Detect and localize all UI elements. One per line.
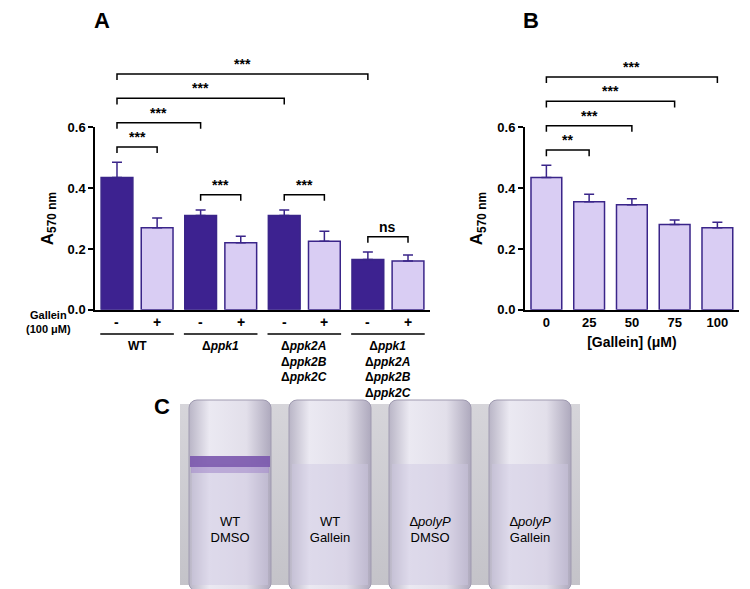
svg-text:[Gallein] (μM): [Gallein] (μM) bbox=[587, 334, 676, 350]
svg-text:0.6: 0.6 bbox=[497, 120, 515, 135]
svg-text:WT: WT bbox=[128, 339, 147, 353]
svg-text:50: 50 bbox=[625, 315, 639, 330]
svg-text:0: 0 bbox=[543, 315, 550, 330]
svg-text:0.4: 0.4 bbox=[497, 181, 516, 196]
svg-text:***: *** bbox=[212, 177, 229, 193]
svg-text:0.4: 0.4 bbox=[68, 181, 87, 196]
svg-text:0.6: 0.6 bbox=[68, 120, 86, 135]
svg-text:0.2: 0.2 bbox=[68, 242, 86, 257]
svg-text:100: 100 bbox=[707, 315, 729, 330]
svg-text:+: + bbox=[320, 314, 328, 330]
svg-text:Δppk1: Δppk1 bbox=[202, 339, 239, 353]
svg-text:A​570 nm​: A​570 nm​ bbox=[467, 192, 489, 245]
svg-text:Δppk1Δppk2AΔppk2BΔppk2C: Δppk1Δppk2AΔppk2BΔppk2C bbox=[365, 339, 411, 400]
svg-text:***: *** bbox=[296, 177, 313, 193]
svg-text:B: B bbox=[523, 8, 539, 33]
svg-text:+: + bbox=[237, 314, 245, 330]
svg-text:***: *** bbox=[602, 83, 619, 99]
svg-text:75: 75 bbox=[667, 315, 681, 330]
svg-text:ns: ns bbox=[379, 219, 396, 235]
svg-text:WTGallein: WTGallein bbox=[310, 514, 350, 545]
svg-text:0.2: 0.2 bbox=[497, 242, 515, 257]
svg-text:Gallein(100 μM): Gallein(100 μM) bbox=[26, 309, 71, 335]
svg-text:0.0: 0.0 bbox=[497, 302, 515, 317]
svg-text:-: - bbox=[365, 314, 370, 330]
svg-text:-: - bbox=[282, 314, 287, 330]
svg-text:+: + bbox=[404, 314, 412, 330]
svg-text:ΔpolyPDMSO: ΔpolyPDMSO bbox=[409, 514, 451, 545]
svg-text:***: *** bbox=[623, 59, 640, 75]
svg-text:A: A bbox=[94, 8, 110, 33]
svg-text:+: + bbox=[153, 314, 161, 330]
svg-text:C: C bbox=[154, 394, 170, 419]
svg-text:***: *** bbox=[129, 129, 146, 145]
svg-text:WTDMSO: WTDMSO bbox=[211, 514, 250, 545]
svg-text:***: *** bbox=[234, 56, 251, 72]
svg-text:**: ** bbox=[562, 132, 573, 148]
svg-text:Δppk2AΔppk2BΔppk2C: Δppk2AΔppk2BΔppk2C bbox=[281, 339, 327, 384]
svg-text:25: 25 bbox=[582, 315, 596, 330]
svg-text:ΔpolyPGallein: ΔpolyPGallein bbox=[509, 514, 551, 545]
svg-text:***: *** bbox=[581, 108, 598, 124]
svg-text:***: *** bbox=[150, 105, 167, 121]
svg-text:***: *** bbox=[192, 80, 209, 96]
svg-text:-: - bbox=[198, 314, 203, 330]
svg-text:-: - bbox=[114, 314, 119, 330]
svg-text:0.0: 0.0 bbox=[68, 302, 86, 317]
svg-text:A​570 nm​: A​570 nm​ bbox=[38, 192, 60, 245]
